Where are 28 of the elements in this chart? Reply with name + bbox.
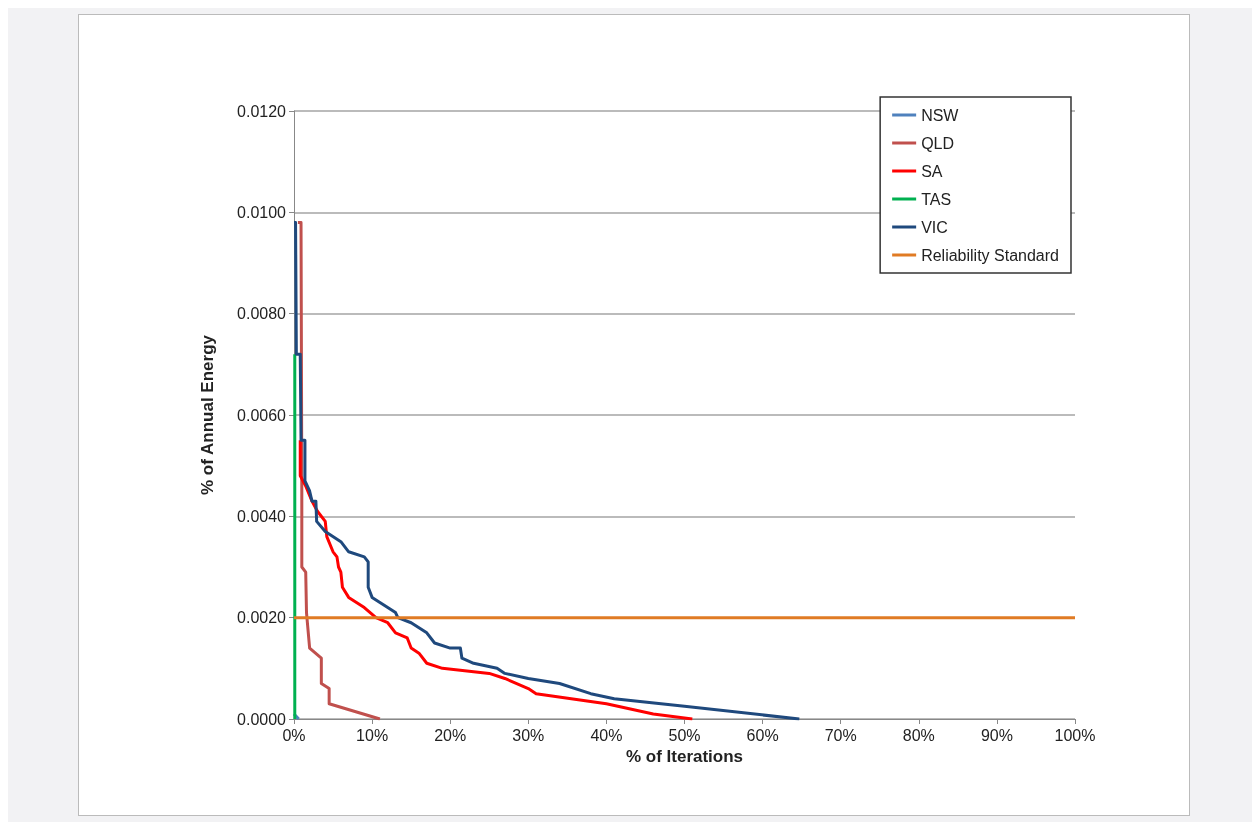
y-tick-label: 0.0060 — [237, 406, 287, 424]
y-axis-title: % of Annual Energy — [198, 334, 217, 495]
y-tick-label: 0.0080 — [237, 305, 287, 323]
x-tick-label: 0% — [282, 726, 306, 744]
y-tick-label: 0.0120 — [237, 102, 287, 120]
x-tick-label: 20% — [434, 726, 467, 744]
y-tick-label: 0.0040 — [237, 507, 287, 525]
legend-label: NSW — [921, 106, 960, 124]
x-tick-label: 60% — [746, 726, 779, 744]
x-axis-title: % of Iterations — [625, 746, 744, 766]
x-tick-label: 70% — [824, 726, 857, 744]
line-series — [298, 438, 694, 721]
legend-label: Reliability Standard — [921, 246, 1060, 264]
x-tick-label: 40% — [590, 726, 623, 744]
legend-label: SA — [921, 162, 943, 180]
y-tick-label: 0.0100 — [237, 203, 287, 221]
x-tick-label: 50% — [668, 726, 701, 744]
x-tick-label: 80% — [902, 726, 935, 744]
legend-label: QLD — [921, 134, 955, 152]
x-tick-label: 30% — [512, 726, 545, 744]
x-tick-label: 10% — [356, 726, 389, 744]
y-tick-label: 0.0020 — [237, 609, 287, 627]
x-tick-label: 100% — [1054, 726, 1096, 744]
line-series — [292, 220, 801, 721]
legend-label: VIC — [921, 218, 948, 236]
x-tick-label: 90% — [980, 726, 1013, 744]
y-tick-label: 0.0000 — [237, 710, 287, 728]
legend-label: TAS — [921, 190, 952, 208]
